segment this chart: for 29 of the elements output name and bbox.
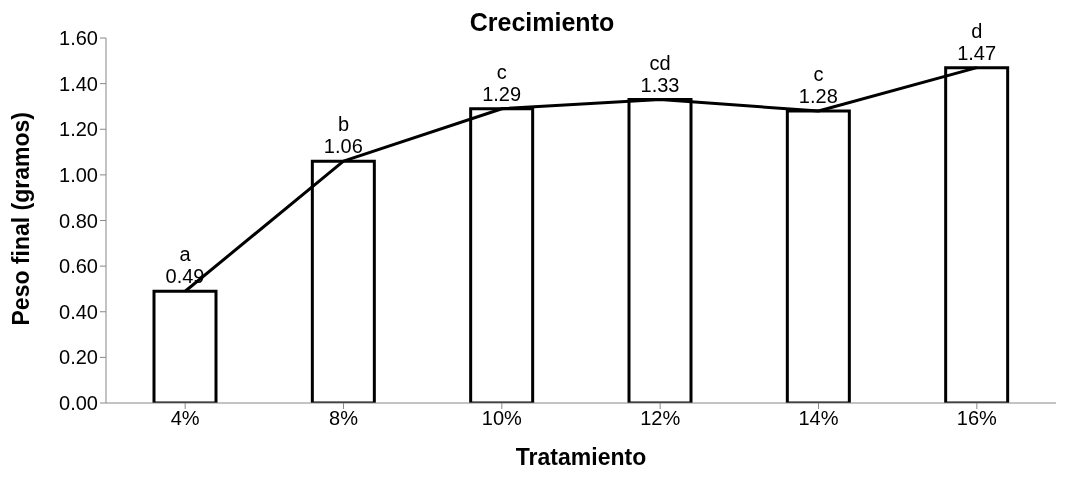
data-label: 1.29 [482,82,522,105]
x-tick-label: 4% [170,407,200,430]
data-label: 1.33 [640,73,680,96]
annotation: d [971,19,983,42]
y-tick-label: 1.60 [59,27,98,50]
x-tick-label: 8% [329,407,359,430]
annotation: c [496,60,507,83]
y-tick-label: 1.00 [59,163,98,186]
data-label: 1.47 [957,41,997,64]
y-tick-label: 0.40 [59,300,98,323]
data-label: 1.28 [798,85,838,107]
annotation: b [337,113,350,136]
annotation: c [813,63,824,85]
data-label: 1.06 [323,135,363,158]
y-tick-label: 0.60 [59,255,98,278]
x-axis-title: Tratamiento [515,444,647,470]
x-tick-label: 16% [956,407,998,430]
y-tick-label: 1.40 [59,72,98,95]
x-tick-label: 12% [640,407,681,430]
chart-title: Crecimiento [469,8,615,36]
x-tick-label: 10% [481,407,523,430]
x-tick-label: 14% [798,407,839,430]
y-tick-label: 0.20 [59,346,98,369]
y-tick-label: 1.20 [59,118,98,141]
annotation: cd [649,51,671,74]
y-tick-label: 0.80 [59,209,98,232]
y-tick-label: 0.00 [59,392,98,415]
annotation: a [179,243,192,266]
y-axis-title: Peso final (gramos) [8,112,35,326]
